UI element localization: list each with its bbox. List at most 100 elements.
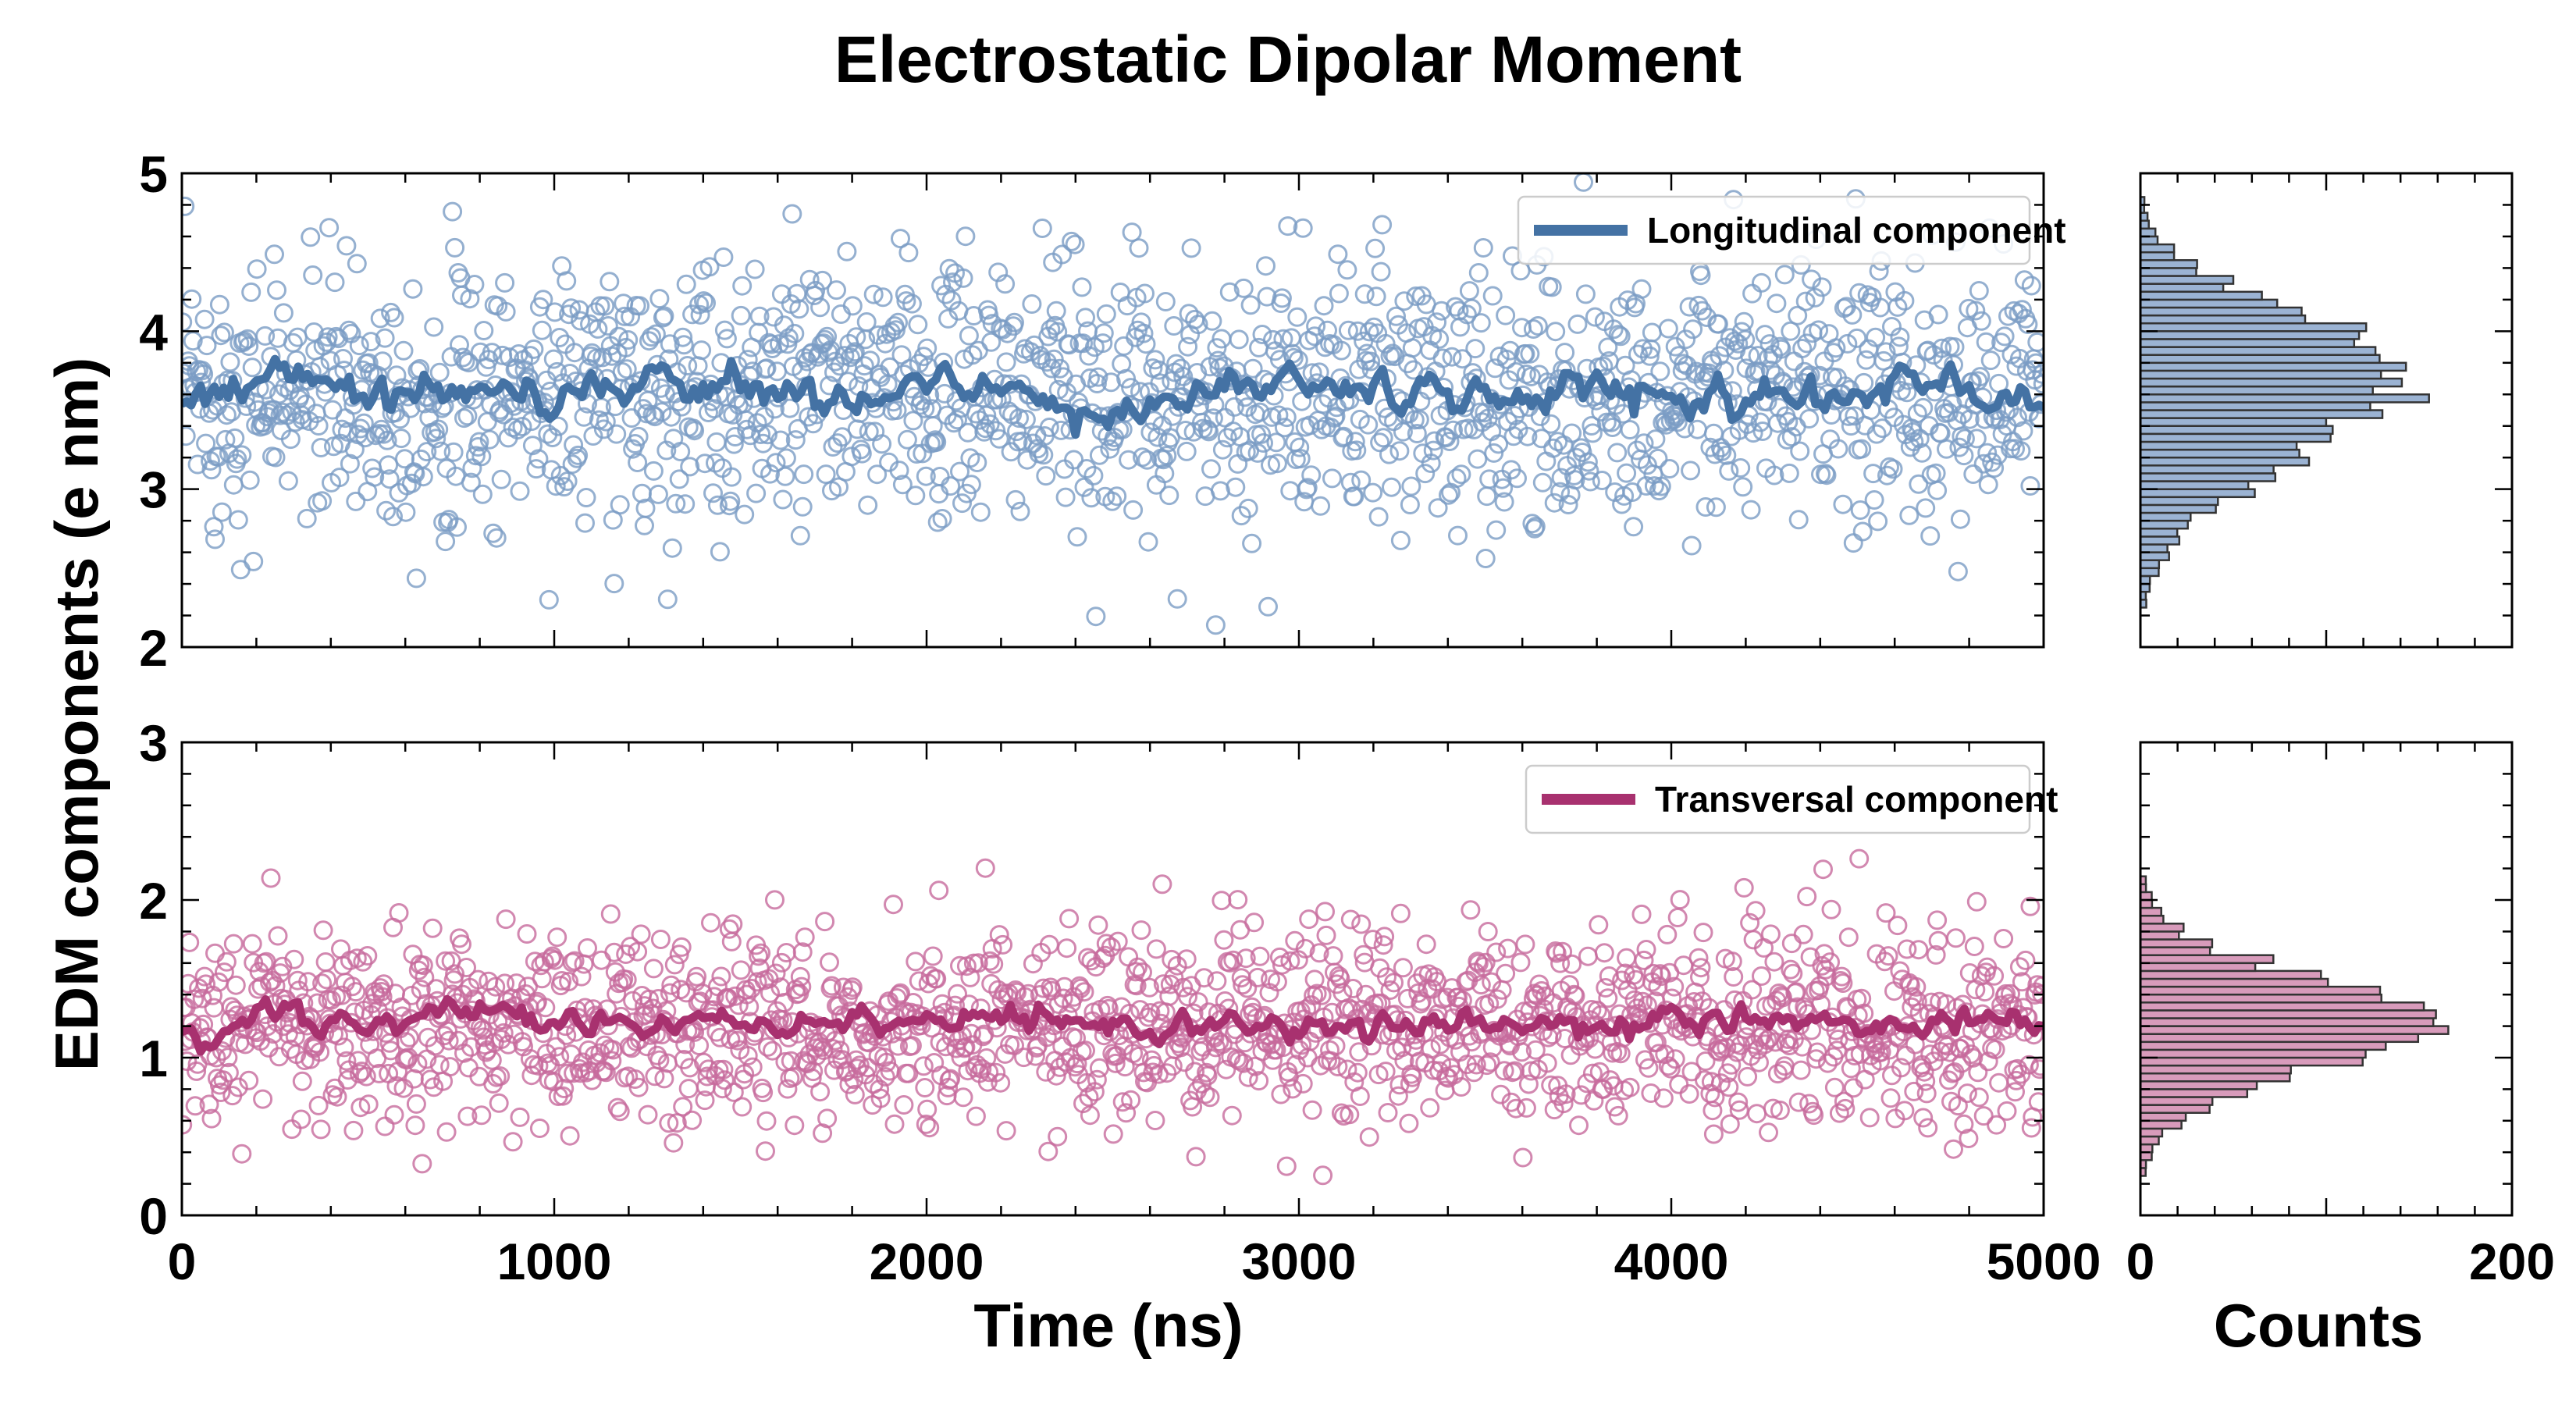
transversal-point [1902, 987, 1923, 1007]
transversal-point [564, 951, 585, 971]
longitudinal-point [1767, 293, 1787, 314]
longitudinal-point [239, 336, 259, 356]
longitudinal-point [675, 494, 696, 514]
transversal-point [498, 1034, 518, 1055]
longitudinal-point [1771, 339, 1791, 359]
longitudinal-point [1321, 418, 1341, 438]
longitudinal-point [959, 325, 979, 346]
longitudinal-point [1114, 336, 1134, 356]
transversal-point [1757, 1030, 1777, 1050]
longitudinal-point [223, 475, 244, 495]
transversal-point [1176, 949, 1197, 969]
transversal-point [327, 1087, 347, 1107]
longitudinal-point [486, 528, 507, 548]
longitudinal-point [1240, 295, 1261, 315]
longitudinal-point [310, 357, 330, 377]
transversal-point [1250, 946, 1270, 966]
longitudinal-point [773, 489, 793, 510]
transversal-point [413, 955, 433, 976]
longitudinal-point [1994, 326, 2015, 347]
transversal-point [1747, 1104, 1767, 1124]
transversal-point [1905, 1034, 1925, 1055]
longitudinal-point [214, 322, 234, 343]
transversal-histogram [2139, 875, 2450, 1177]
transversal-point [643, 959, 664, 979]
transversal-point [661, 975, 681, 995]
transversal-point [223, 934, 244, 954]
transversal-point [678, 1079, 699, 1099]
longitudinal-point [1373, 428, 1393, 448]
longitudinal-point [696, 293, 716, 313]
transversal-point [977, 1048, 997, 1068]
longitudinal-point [1971, 311, 1991, 331]
longitudinal-point [381, 302, 401, 322]
longitudinal-point [1001, 442, 1021, 462]
transversal-point [712, 1079, 732, 1099]
transversal-point [1818, 1053, 1838, 1073]
longitudinal-point [1051, 420, 1071, 440]
transversal-point [927, 969, 947, 989]
longitudinal-point [2013, 421, 2033, 441]
longitudinal-hist-bar [2139, 535, 2181, 546]
transversal-hist-bar [2139, 938, 2214, 948]
longitudinal-point [794, 464, 814, 485]
longitudinal-point [336, 236, 357, 256]
longitudinal-point [1542, 277, 1562, 297]
longitudinal-point [1484, 443, 1504, 463]
longitudinal-point [1055, 487, 1076, 507]
longitudinal-point [1734, 311, 1754, 332]
transversal-point [902, 1036, 922, 1056]
longitudinal-point [1755, 325, 1775, 345]
transversal-point [1084, 1082, 1105, 1102]
transversal-point [845, 1084, 865, 1104]
transversal-point [687, 966, 707, 987]
longitudinal-point [694, 291, 713, 311]
longitudinal-point [247, 259, 267, 279]
transversal-point [817, 1108, 838, 1129]
longitudinal-point [1493, 478, 1514, 498]
transversal-point [1330, 969, 1350, 989]
longitudinal-point [1541, 414, 1561, 434]
transversal-point [1950, 1039, 1970, 1058]
longitudinal-point [948, 410, 967, 430]
transversal-point [941, 1069, 961, 1089]
transversal-point [1770, 1101, 1790, 1120]
longitudinal-hist-bar [2139, 275, 2235, 285]
longitudinal-point [873, 287, 893, 308]
transversal-point [1537, 1053, 1557, 1073]
longitudinal-point [1658, 318, 1678, 339]
transversal-point [317, 969, 337, 990]
transversal-point [1152, 874, 1172, 895]
transversal-point [1759, 1122, 1778, 1143]
longitudinal-point [778, 328, 799, 348]
transversal-point [1236, 948, 1256, 969]
longitudinal-point [1366, 286, 1386, 307]
longitudinal-point [1868, 511, 1888, 532]
transversal-point [439, 1030, 459, 1051]
transversal-point [1721, 1055, 1742, 1075]
longitudinal-point [1273, 329, 1293, 349]
longitudinal-point [1651, 476, 1671, 496]
longitudinal-point [1448, 525, 1468, 546]
longitudinal-point [1838, 406, 1859, 426]
transversal-point [1679, 1084, 1699, 1104]
transversal-point [1411, 991, 1432, 1012]
transversal-point [1276, 1156, 1297, 1176]
longitudinal-point [383, 507, 403, 527]
longitudinal-hist-bar [2139, 369, 2382, 380]
longitudinal-hist-bar [2139, 259, 2198, 269]
transversal-point [329, 1026, 348, 1046]
longitudinal-point [308, 416, 329, 436]
transversal-axes-frame [180, 741, 2045, 1217]
transversal-point [310, 1042, 330, 1062]
longitudinal-hist-bar [2139, 354, 2381, 365]
transversal-hist-bar [2139, 923, 2185, 933]
longitudinal-point [543, 349, 564, 369]
longitudinal-point [1742, 283, 1763, 304]
longitudinal-point [1909, 474, 1929, 494]
longitudinal-point [1370, 432, 1390, 453]
longitudinal-point [1421, 454, 1441, 473]
transversal-point [707, 976, 728, 997]
longitudinal-point [1909, 429, 1930, 449]
longitudinal-point [1390, 530, 1411, 550]
